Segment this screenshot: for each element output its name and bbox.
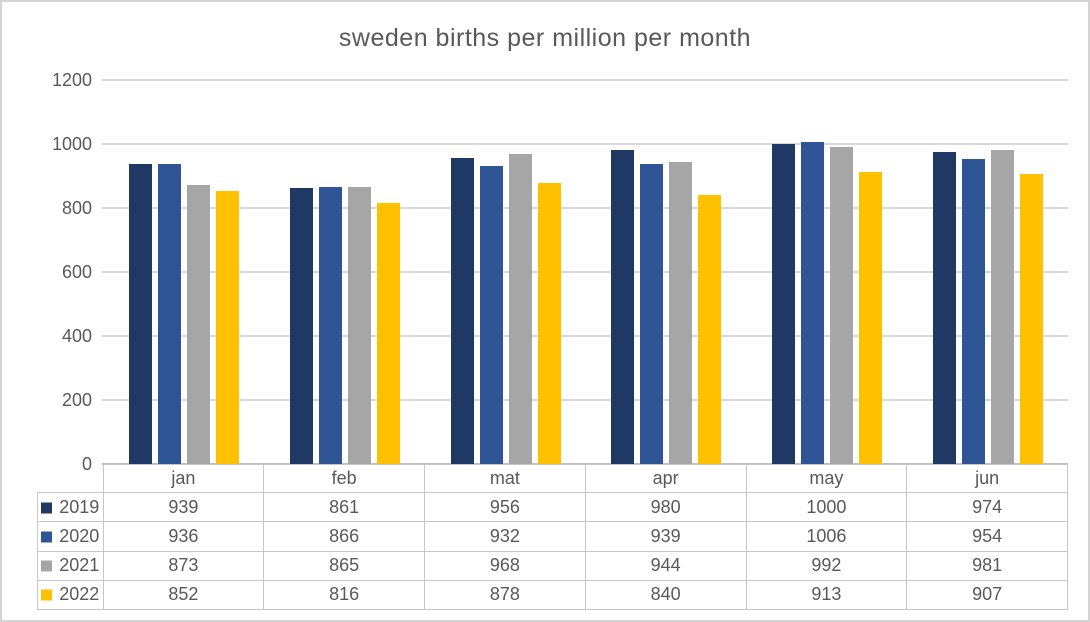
value-cell-2020-may: 1006 — [745, 521, 908, 552]
series-row-2019: 2019 939 861 956 980 1000 974 — [37, 492, 1068, 523]
bar-2021-may — [829, 146, 853, 464]
month-header-mat: mat — [424, 463, 586, 494]
bar-2019-apr — [611, 150, 635, 464]
value-cell-2022-mat: 878 — [424, 579, 586, 611]
bar-2019-jun — [932, 152, 956, 464]
y-axis-tick-label: 400 — [61, 326, 92, 346]
gridline-800 — [102, 207, 1068, 209]
value-cell-2019-may: 1000 — [745, 492, 908, 523]
value-cell-2021-jan: 873 — [102, 550, 265, 581]
value-cell-2019-mat: 956 — [424, 492, 586, 523]
value-cell-2021-feb: 865 — [263, 550, 425, 581]
bar-2022-feb — [376, 202, 400, 464]
bar-2019-feb — [289, 188, 313, 464]
bar-2022-apr — [698, 195, 722, 464]
series-row-2021: 2021 873 865 968 944 992 981 — [37, 550, 1068, 581]
month-header-feb: feb — [263, 463, 425, 494]
y-axis-tick-label: 0 — [81, 454, 92, 474]
value-cell-2022-apr: 840 — [584, 579, 747, 611]
value-cell-2020-jun: 954 — [906, 521, 1068, 552]
value-cell-2019-apr: 980 — [584, 492, 747, 523]
value-cell-2019-feb: 861 — [263, 492, 425, 523]
bar-2021-mat — [508, 154, 532, 464]
plot-area — [102, 79, 1068, 465]
bar-2022-may — [858, 171, 882, 464]
y-axis-tick-label: 200 — [61, 390, 92, 410]
legend-label: 2019 — [59, 496, 100, 517]
gridline-200 — [102, 399, 1068, 401]
value-cell-2020-apr: 939 — [584, 521, 747, 552]
series-row-2022: 2022 852 816 878 840 913 907 — [37, 579, 1068, 611]
legend-label: 2022 — [59, 584, 100, 605]
month-header-jan: jan — [102, 463, 265, 494]
bar-2019-mat — [450, 158, 474, 464]
value-cell-2022-jan: 852 — [102, 579, 265, 611]
bar-2021-jun — [990, 150, 1014, 464]
legend-cell-2021: 2021 — [37, 550, 104, 581]
bar-2020-feb — [318, 186, 342, 464]
chart-title: sweden births per million per month — [338, 24, 752, 52]
value-cell-2021-jun: 981 — [906, 550, 1068, 581]
value-cell-2019-jun: 974 — [906, 492, 1068, 523]
bar-group-jan — [104, 80, 265, 464]
value-cell-2021-may: 992 — [745, 550, 908, 581]
legend-swatch-2020 — [41, 531, 53, 543]
month-header-apr: apr — [584, 463, 747, 494]
value-cell-2020-feb: 866 — [263, 521, 425, 552]
value-cell-2020-jan: 936 — [102, 521, 265, 552]
y-axis-tick-label: 1200 — [51, 70, 92, 90]
bar-group-jun — [907, 80, 1068, 464]
value-cell-2021-apr: 944 — [584, 550, 747, 581]
legend-swatch-2022 — [41, 589, 53, 601]
y-axis-tick-label: 800 — [61, 198, 92, 218]
data-table: jan feb mat apr may jun 2019 939 861 956 980 1000 97… — [37, 463, 1068, 611]
bar-2021-jan — [187, 184, 211, 464]
bar-group-mat — [425, 80, 586, 464]
bar-2020-may — [800, 142, 824, 464]
bar-group-may — [747, 80, 908, 464]
month-header-jun: jun — [906, 463, 1068, 494]
gridline-400 — [102, 335, 1068, 337]
value-cell-2020-mat: 932 — [424, 521, 586, 552]
bar-2019-jan — [129, 163, 153, 464]
bar-group-apr — [586, 80, 747, 464]
bar-2021-apr — [669, 161, 693, 464]
data-table-header-row: jan feb mat apr may jun — [38, 463, 1068, 494]
bar-2020-mat — [479, 165, 503, 464]
series-row-2020: 2020 936 866 932 939 1006 954 — [37, 521, 1068, 552]
legend-label: 2021 — [59, 555, 100, 576]
bar-2019-may — [771, 144, 795, 464]
bar-2022-mat — [537, 183, 561, 464]
month-header-may: may — [745, 463, 908, 494]
y-axis-tick-label: 600 — [61, 262, 92, 282]
gridline-1000 — [102, 143, 1068, 145]
legend-swatch-2019 — [41, 502, 53, 514]
gridline-1200 — [102, 79, 1068, 81]
gridline-600 — [102, 271, 1068, 273]
value-cell-2022-jun: 907 — [906, 579, 1068, 611]
bar-2022-jun — [1019, 173, 1043, 464]
value-cell-2022-feb: 816 — [263, 579, 425, 611]
value-cell-2019-jan: 939 — [102, 492, 265, 523]
legend-label: 2020 — [59, 525, 100, 546]
bar-2021-feb — [347, 187, 371, 464]
legend-cell-2019: 2019 — [37, 492, 104, 523]
bar-2022-jan — [216, 191, 240, 464]
bar-2020-jun — [961, 158, 985, 464]
legend-swatch-2021 — [41, 560, 53, 572]
legend-cell-2022: 2022 — [37, 579, 104, 611]
bar-2020-apr — [640, 163, 664, 464]
value-cell-2022-may: 913 — [745, 579, 908, 611]
legend-cell-2020: 2020 — [37, 521, 104, 552]
bar-2020-jan — [158, 164, 182, 464]
bar-group-feb — [265, 80, 426, 464]
value-cell-2021-mat: 968 — [424, 550, 586, 581]
y-axis-tick-label: 1000 — [51, 134, 92, 154]
